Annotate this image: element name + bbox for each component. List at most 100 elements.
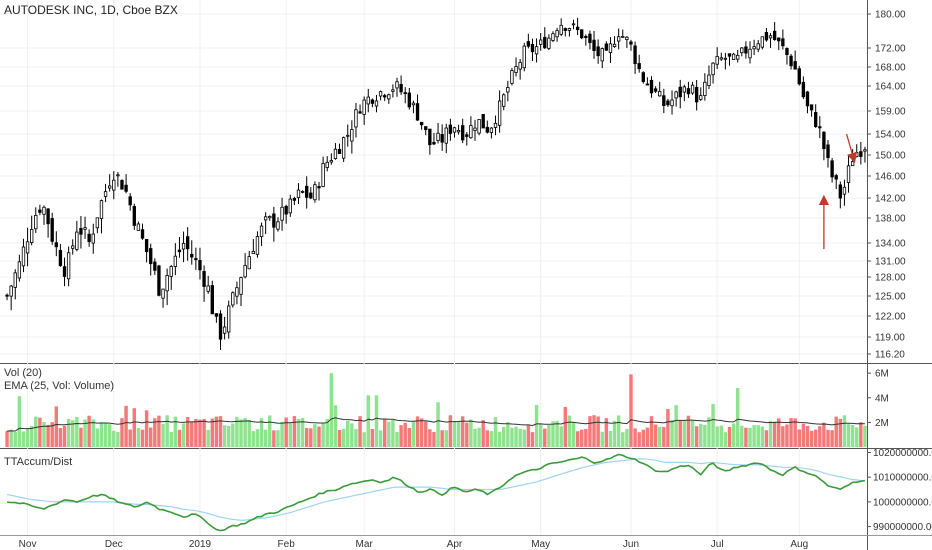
price-candle — [826, 140, 830, 168]
volume-bar — [460, 416, 465, 447]
price-candle — [855, 144, 859, 158]
price-candle — [259, 222, 264, 246]
price-candle — [210, 280, 214, 315]
volume-bar — [300, 417, 305, 447]
volume-bar — [575, 431, 580, 447]
volume-bar — [649, 416, 654, 447]
volume-bar — [682, 420, 687, 447]
volume-bar — [785, 424, 789, 447]
price-candle — [292, 196, 297, 206]
price-tick-label: 164.00 — [875, 82, 906, 93]
price-candle — [407, 87, 411, 110]
volume-bar — [428, 429, 432, 447]
volume-bar — [276, 430, 280, 447]
volume-bar — [325, 419, 329, 447]
volume-bar — [391, 419, 395, 447]
volume-bar — [859, 422, 863, 447]
price-candle — [362, 96, 366, 125]
volume-bar — [34, 416, 38, 447]
price-candle — [756, 40, 760, 53]
volume-bar — [99, 422, 104, 447]
volume-bar — [584, 428, 588, 447]
volume-bar — [826, 429, 830, 447]
volume-bar — [538, 423, 543, 447]
price-candle — [629, 39, 633, 51]
volume-bar — [653, 424, 658, 447]
price-candle — [502, 93, 506, 111]
volume-bar — [555, 420, 559, 447]
volume-tick-label: 2M — [875, 418, 889, 429]
volume-bar — [522, 429, 526, 447]
price-candle — [658, 81, 662, 97]
volume-panel-title: Vol (20) — [4, 367, 42, 379]
volume-bar — [21, 431, 26, 447]
price-candle — [87, 229, 91, 247]
price-tick-label: 134.00 — [875, 239, 906, 250]
volume-bar — [29, 425, 34, 447]
price-candle — [58, 243, 63, 267]
price-candle — [497, 90, 502, 133]
volume-bar — [399, 425, 403, 447]
volume-bar — [165, 415, 169, 447]
volume-bar — [666, 409, 670, 447]
volume-bar — [850, 425, 855, 447]
volume-ema-title: EMA (25, Vol: Volume) — [4, 380, 114, 392]
price-tick-label: 125.00 — [875, 292, 906, 303]
volume-bar — [789, 418, 793, 447]
price-candle — [670, 90, 674, 115]
price-candle — [177, 237, 182, 258]
price-candle — [859, 141, 863, 165]
volume-bar — [424, 421, 428, 447]
price-candle — [218, 310, 223, 350]
price-candle — [465, 132, 469, 146]
price-candle — [202, 265, 206, 302]
volume-bar — [272, 430, 276, 447]
price-candle — [132, 203, 136, 230]
price-candle — [604, 41, 609, 51]
price-candle — [54, 231, 58, 257]
price-candle — [38, 204, 42, 216]
volume-bar — [247, 420, 251, 447]
price-candle — [662, 88, 666, 114]
price-candle — [30, 215, 34, 246]
price-candle — [419, 121, 424, 130]
price-candle — [21, 238, 26, 273]
price-tick-label: 119.00 — [875, 333, 905, 344]
volume-bar — [846, 424, 851, 447]
price-candle — [838, 181, 842, 209]
volume-bar — [662, 427, 666, 447]
volume-bar — [120, 418, 124, 447]
price-candle — [374, 94, 379, 113]
volume-bar — [79, 427, 83, 447]
volume-bar — [805, 425, 810, 447]
volume-bar — [346, 420, 350, 447]
price-candle — [567, 27, 572, 37]
volume-bar — [190, 421, 194, 447]
x-tick-label: Feb — [278, 539, 296, 550]
price-candle — [584, 34, 588, 46]
price-candle — [317, 181, 321, 201]
price-candle — [251, 239, 256, 254]
volume-bar — [444, 430, 448, 447]
price-candle — [313, 181, 317, 203]
price-candle — [424, 126, 428, 136]
price-candle — [276, 217, 280, 232]
price-candle — [715, 47, 719, 69]
price-candle — [440, 124, 444, 151]
volume-bar — [206, 429, 210, 447]
volume-bar — [403, 422, 407, 447]
price-tick-label: 146.00 — [875, 172, 906, 183]
volume-bar — [280, 421, 284, 447]
price-candles — [5, 17, 867, 350]
price-candle — [555, 27, 559, 42]
price-candle — [46, 207, 50, 238]
price-candle — [547, 34, 551, 51]
price-candle — [731, 52, 736, 60]
accum-tick-label: 1010000000.00 — [873, 473, 932, 484]
volume-bar — [543, 428, 547, 447]
volume-bar — [354, 429, 358, 447]
volume-bar — [161, 423, 165, 447]
volume-bar — [813, 429, 818, 447]
volume-bar — [834, 416, 838, 447]
